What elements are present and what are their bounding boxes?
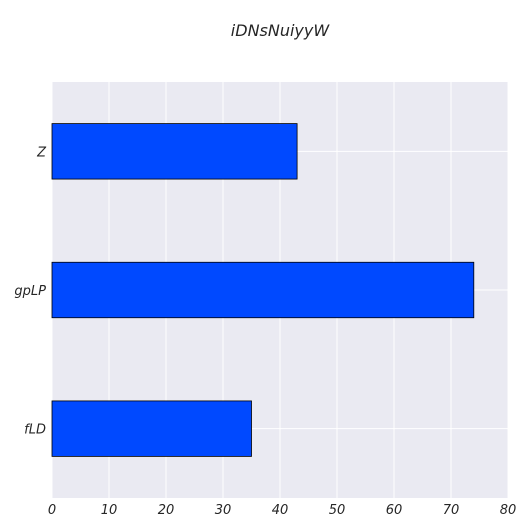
bar-fLD xyxy=(52,401,252,456)
x-tick-label: 0 xyxy=(48,503,56,518)
y-tick-label: fLD xyxy=(24,423,46,438)
y-tick-label: gpLP xyxy=(14,284,46,299)
x-tick-label: 80 xyxy=(500,503,517,518)
x-tick-label: 40 xyxy=(272,503,289,518)
x-tick-label: 30 xyxy=(215,503,232,518)
x-tick-label: 60 xyxy=(386,503,403,518)
y-tick-label: Z xyxy=(36,145,47,160)
bar-gpLP xyxy=(52,262,474,317)
x-tick-label: 50 xyxy=(329,503,346,518)
x-tick-labels: 0 10 20 30 40 50 60 70 80 xyxy=(48,503,516,518)
bar-Z xyxy=(52,124,297,179)
x-tick-label: 10 xyxy=(101,503,118,518)
x-tick-label: 70 xyxy=(443,503,460,518)
chart-title: iDNsNuiyyW xyxy=(231,21,331,40)
x-tick-label: 20 xyxy=(158,503,175,518)
